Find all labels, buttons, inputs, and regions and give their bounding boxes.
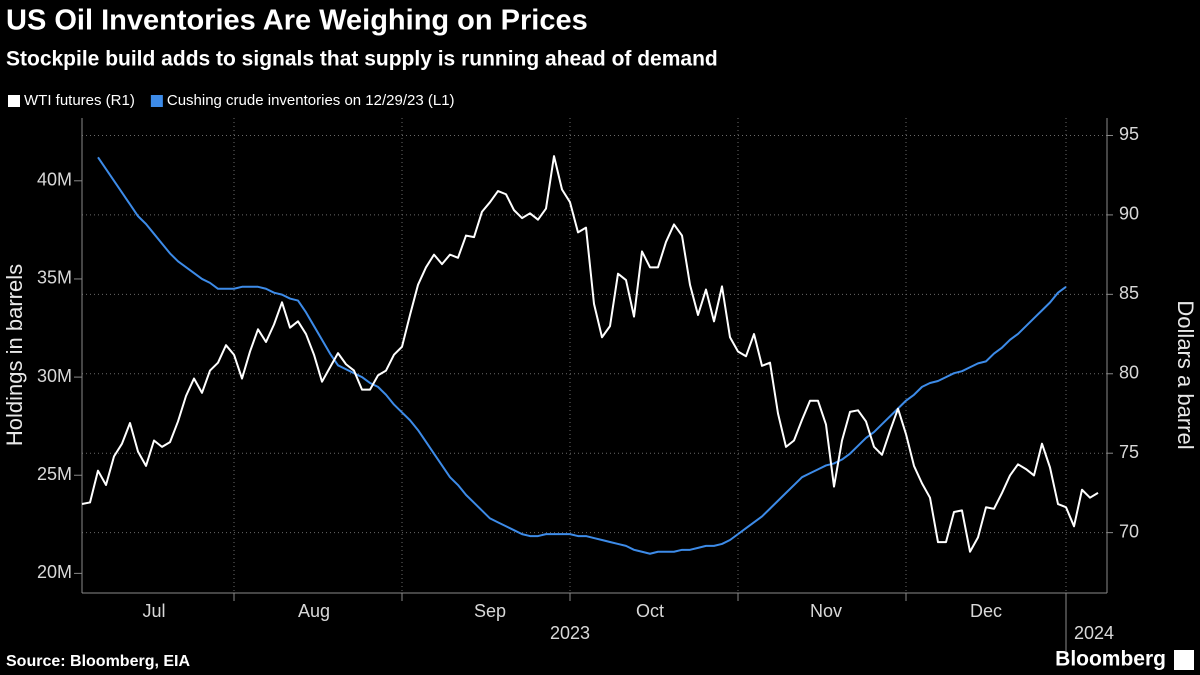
- series-line: [81, 155, 1099, 553]
- y-tick-label: 30M: [37, 366, 72, 386]
- y2-tick-label: 85: [1119, 283, 1139, 303]
- x-tick-label: Jul: [142, 601, 165, 621]
- legend-label: Cushing crude inventories on 12/29/23 (L…: [167, 92, 455, 109]
- brand-icon: [1174, 650, 1194, 670]
- y2-tick-label: 70: [1119, 521, 1139, 541]
- x-tick-label: Oct: [636, 601, 664, 621]
- x-tick-label: Sep: [474, 601, 506, 621]
- legend-swatch: [8, 95, 20, 107]
- y2-tick-label: 95: [1119, 124, 1139, 144]
- y-axis-title: Holdings in barrels: [2, 264, 27, 446]
- y-tick-label: 40M: [37, 170, 72, 190]
- y-tick-label: 20M: [37, 562, 72, 582]
- x-group-label: 2023: [550, 623, 590, 643]
- x-tick-label: Dec: [970, 601, 1002, 621]
- legend-label: WTI futures (R1): [24, 92, 135, 109]
- y2-tick-label: 80: [1119, 363, 1139, 383]
- series-line: [97, 156, 1067, 555]
- source: Source: Bloomberg, EIA: [6, 653, 190, 670]
- chart-title: US Oil Inventories Are Weighing on Price…: [6, 5, 588, 37]
- x-tick-label: Nov: [810, 601, 842, 621]
- chart-subtitle: Stockpile build adds to signals that sup…: [6, 48, 718, 71]
- x-group-label: 2024: [1074, 623, 1114, 643]
- y2-axis-title: Dollars a barrel: [1173, 300, 1198, 449]
- y-tick-label: 35M: [37, 268, 72, 288]
- brand: Bloomberg: [1055, 648, 1166, 671]
- legend-swatch: [150, 95, 163, 107]
- x-tick-label: Aug: [298, 601, 330, 621]
- y2-tick-label: 90: [1119, 204, 1139, 224]
- y-tick-label: 25M: [37, 464, 72, 484]
- y2-tick-label: 75: [1119, 442, 1139, 462]
